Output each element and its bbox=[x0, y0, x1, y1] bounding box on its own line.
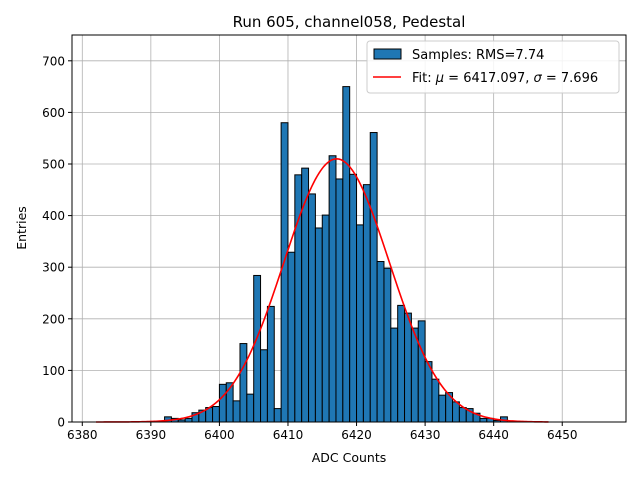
histogram-bar bbox=[253, 274, 262, 423]
legend-samples-swatch bbox=[373, 48, 402, 60]
histogram-bar bbox=[417, 320, 426, 423]
x-tick-label: 6440 bbox=[478, 428, 509, 442]
histogram-bar bbox=[397, 304, 406, 423]
histogram-bar bbox=[184, 417, 193, 423]
x-tick-label: 6380 bbox=[67, 428, 98, 442]
y-tick-label: 0 bbox=[57, 416, 65, 430]
y-tick-label: 700 bbox=[42, 54, 65, 68]
y-tick-label: 600 bbox=[42, 106, 65, 120]
histogram-bar bbox=[356, 224, 364, 423]
histogram-bar bbox=[287, 251, 296, 423]
x-tick-label: 6390 bbox=[136, 428, 167, 442]
y-tick-label: 200 bbox=[42, 312, 65, 326]
histogram-bar bbox=[328, 155, 337, 423]
chart-title: Run 605, channel058, Pedestal bbox=[233, 13, 466, 31]
y-tick-label: 400 bbox=[42, 209, 65, 223]
legend: Samples: RMS=7.74 Fit: μ = 6417.097, σ =… bbox=[366, 40, 620, 94]
legend-box bbox=[366, 40, 620, 94]
histogram-bar bbox=[438, 394, 447, 423]
y-axis-ticks: 0 100 200 300 400 500 600 700 bbox=[42, 54, 72, 430]
y-tick-label: 500 bbox=[42, 158, 65, 172]
legend-fit-mu-value: = 6417.097, bbox=[444, 71, 533, 86]
legend-fit-label: Fit: μ = 6417.097, σ = 7.696 bbox=[412, 71, 598, 86]
x-axis-ticks: 6380 6390 6400 6410 6420 6430 6440 6450 bbox=[67, 422, 578, 442]
histogram-bar bbox=[404, 312, 412, 423]
histogram-bar bbox=[246, 393, 255, 423]
x-axis-label: ADC Counts bbox=[312, 450, 387, 465]
histogram-bar bbox=[383, 267, 392, 423]
histogram-bar bbox=[479, 417, 488, 423]
histogram-bar bbox=[273, 408, 282, 423]
histogram-bar bbox=[431, 378, 440, 423]
histogram-bar bbox=[424, 361, 433, 423]
histogram-bar bbox=[376, 261, 385, 423]
legend-fit-prefix: Fit: bbox=[412, 71, 436, 86]
histogram-bar bbox=[232, 400, 241, 423]
histogram-bar bbox=[335, 178, 344, 423]
histogram-bar bbox=[308, 193, 316, 423]
x-tick-label: 6400 bbox=[204, 428, 235, 442]
histogram-bar bbox=[280, 122, 289, 423]
legend-fit-mu: μ bbox=[435, 71, 444, 86]
histogram-bar bbox=[314, 227, 323, 423]
histogram-bar bbox=[458, 407, 467, 423]
histogram-bar bbox=[362, 184, 371, 423]
histogram-bar bbox=[342, 86, 351, 423]
legend-fit-sigma: σ bbox=[534, 71, 543, 86]
histogram-bar bbox=[369, 132, 378, 423]
x-tick-label: 6450 bbox=[547, 428, 578, 442]
y-axis-label: Entries bbox=[14, 206, 29, 250]
histogram-bar bbox=[452, 401, 460, 423]
legend-samples-label: Samples: RMS=7.74 bbox=[412, 48, 544, 63]
histogram-bar bbox=[349, 173, 358, 423]
fit-curve bbox=[96, 158, 549, 423]
histogram-bar bbox=[410, 327, 419, 423]
histogram-bars bbox=[164, 86, 508, 423]
histogram-bar bbox=[218, 383, 227, 423]
histogram-bar bbox=[390, 327, 399, 423]
legend-fit-sigma-value: = 7.696 bbox=[542, 71, 598, 86]
histogram-bar bbox=[212, 406, 220, 423]
plot-frame bbox=[71, 34, 627, 423]
histogram-bar bbox=[321, 214, 330, 423]
histogram-bar bbox=[260, 349, 268, 423]
histogram-bar bbox=[266, 305, 275, 423]
x-tick-label: 6420 bbox=[341, 428, 372, 442]
y-tick-label: 300 bbox=[42, 261, 65, 275]
y-tick-label: 100 bbox=[42, 364, 65, 378]
histogram-bar bbox=[239, 343, 248, 423]
x-tick-label: 6410 bbox=[273, 428, 304, 442]
x-tick-label: 6430 bbox=[410, 428, 441, 442]
